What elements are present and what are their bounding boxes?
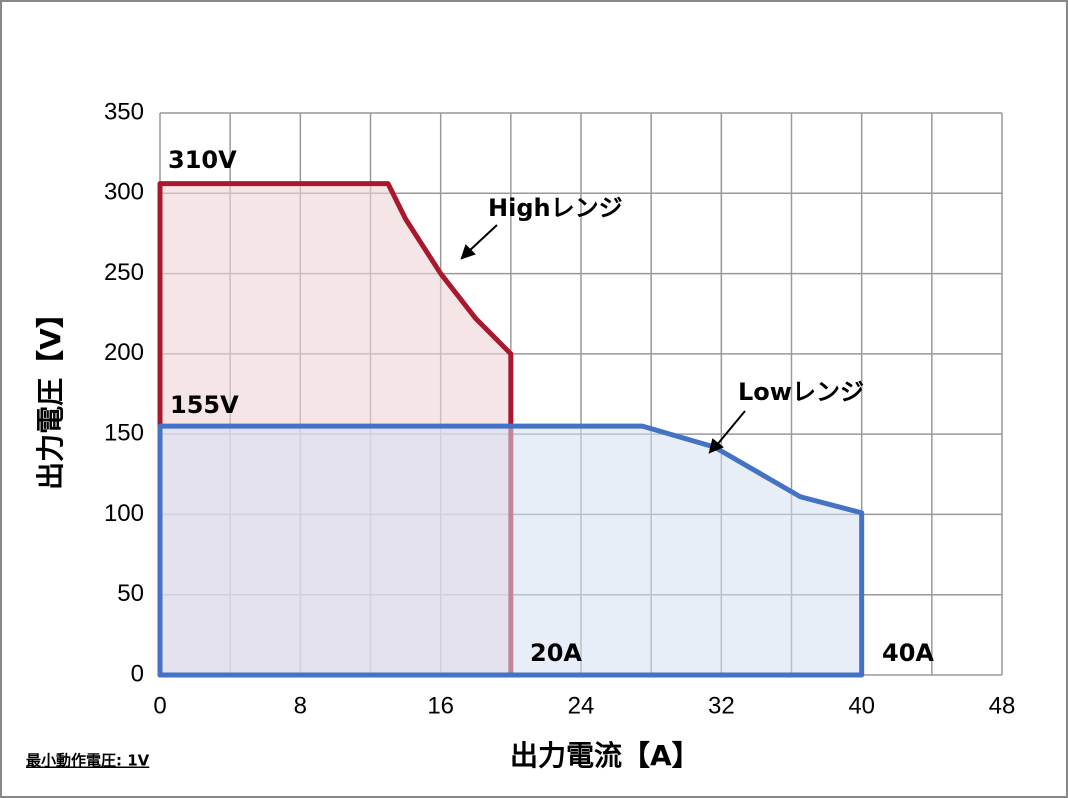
arrows <box>460 224 746 454</box>
annotation: Lowレンジ <box>738 378 864 406</box>
x-tick-label: 16 <box>427 692 454 719</box>
x-tick-label: 32 <box>708 692 735 719</box>
y-tick-label: 0 <box>131 660 144 687</box>
annotation: 40A <box>882 639 934 667</box>
x-tick-label: 40 <box>848 692 875 719</box>
x-axis-label: 出力電流【A】 <box>510 739 700 772</box>
annotation: 155V <box>170 391 239 419</box>
x-tick-label: 24 <box>568 692 595 719</box>
annotation: 20A <box>530 639 582 667</box>
x-tick-label: 8 <box>294 692 307 719</box>
note: 最小動作電圧: 1V <box>26 752 150 770</box>
y-tick-label: 250 <box>104 259 144 286</box>
annotation: Highレンジ <box>488 194 623 222</box>
y-tick-label: 350 <box>104 98 144 125</box>
y-tick-label: 150 <box>104 419 144 446</box>
area <box>157 423 865 678</box>
y-axis-label: 出力電圧【V】 <box>34 300 67 490</box>
y-tick-label: 300 <box>104 179 144 206</box>
y-tick-label: 100 <box>104 500 144 527</box>
x-tick-label: 48 <box>989 692 1016 719</box>
y-tick-label: 200 <box>104 339 144 366</box>
annotation: 310V <box>168 146 237 174</box>
x-tick-label: 0 <box>153 692 166 719</box>
y-tick-label: 50 <box>117 580 144 607</box>
